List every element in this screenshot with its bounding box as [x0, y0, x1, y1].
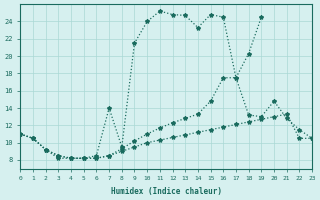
X-axis label: Humidex (Indice chaleur): Humidex (Indice chaleur): [111, 187, 222, 196]
